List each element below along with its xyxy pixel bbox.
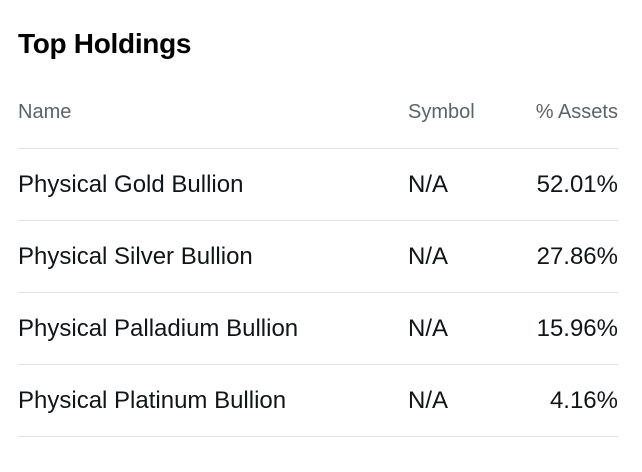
holding-name: Physical Silver Bullion [18, 220, 408, 293]
table-row: Physical Gold Bullion N/A 52.01% [18, 148, 618, 221]
header-name: Name [18, 100, 408, 149]
header-assets: % Assets [506, 100, 618, 149]
holding-symbol: N/A [408, 220, 506, 293]
holding-assets: 52.01% [506, 148, 618, 221]
holding-symbol: N/A [408, 364, 506, 437]
holding-assets: 4.16% [506, 364, 618, 437]
holding-name: Physical Gold Bullion [18, 148, 408, 221]
table-row: Physical Palladium Bullion N/A 15.96% [18, 292, 618, 365]
header-row: Name Symbol % Assets [18, 100, 618, 149]
holding-assets: 27.86% [506, 220, 618, 293]
holding-name: Physical Platinum Bullion [18, 364, 408, 437]
holding-symbol: N/A [408, 292, 506, 365]
table-row: Physical Silver Bullion N/A 27.86% [18, 220, 618, 293]
header-symbol: Symbol [408, 100, 506, 149]
table-row: Physical Platinum Bullion N/A 4.16% [18, 364, 618, 437]
holding-assets: 15.96% [506, 292, 618, 365]
holdings-table: Name Symbol % Assets Physical Gold Bulli… [18, 100, 618, 437]
table-body: Physical Gold Bullion N/A 52.01% Physica… [18, 148, 618, 437]
holding-symbol: N/A [408, 148, 506, 221]
table-header: Name Symbol % Assets [18, 100, 618, 149]
holding-name: Physical Palladium Bullion [18, 292, 408, 365]
section-title: Top Holdings [18, 28, 192, 59]
